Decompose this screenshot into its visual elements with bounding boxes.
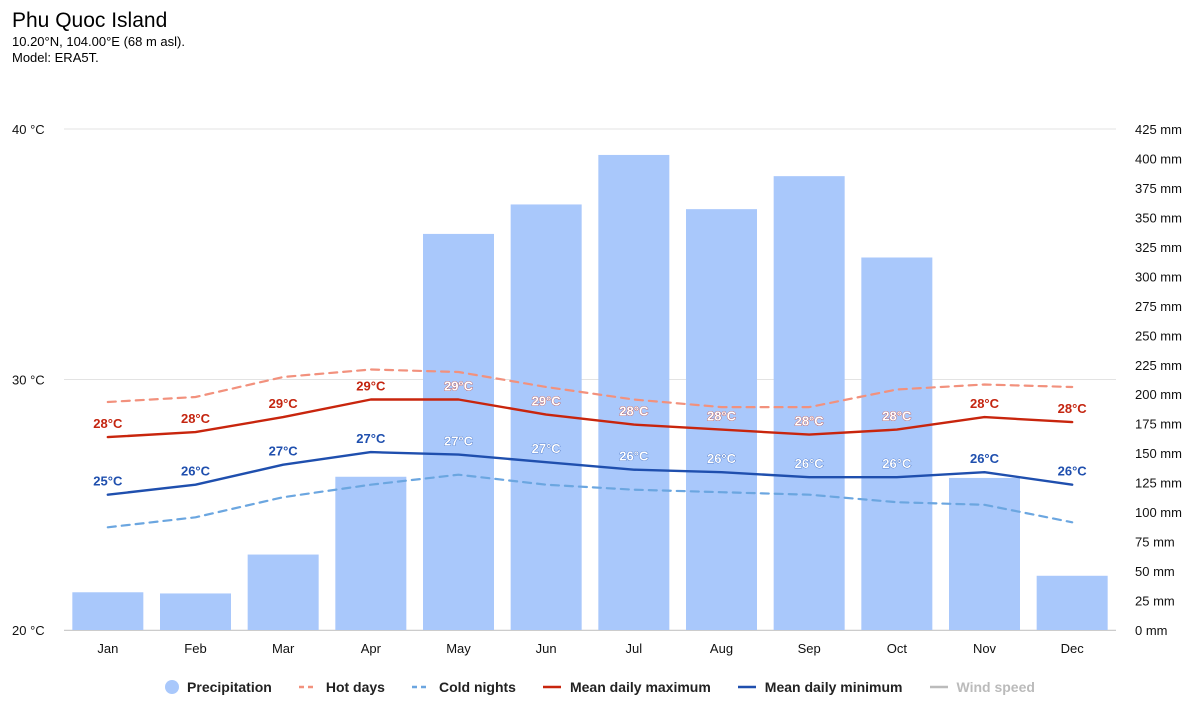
legend-symbol-icon [165, 680, 180, 694]
mean-min-data-label: 27°C [356, 431, 386, 446]
x-axis-tick-label: Sep [798, 641, 821, 656]
mean-max-data-label: 28°C [882, 409, 912, 424]
mean-max-data-label: 29°C [269, 396, 299, 411]
precipitation-bar [72, 592, 144, 630]
right-axis-tick-label: 175 mm [1135, 417, 1182, 432]
mean-min-data-label: 26°C [707, 451, 737, 466]
axes: 20 °C 30 °C 40 °C 0 mm 25 mm 50 mm 75 mm 100 mm… [12, 122, 1182, 656]
mean-max-data-label: 28°C [93, 416, 123, 431]
x-axis-tick-label: May [446, 641, 471, 656]
x-axis-tick-label: Apr [361, 641, 382, 656]
mean-max-data-label: 29°C [444, 379, 474, 394]
x-axis-tick-label: Nov [973, 641, 997, 656]
precipitation-series [72, 154, 1108, 631]
legend-symbol-icon [411, 685, 430, 689]
right-axis-tick-label: 0 mm [1135, 623, 1168, 638]
mean-daily-max-line [106, 398, 1074, 439]
right-axis-tick-label: 250 mm [1135, 328, 1182, 343]
mean-min-data-label: 26°C [970, 451, 1000, 466]
legend-item-wind[interactable]: Wind speed [929, 679, 1035, 695]
x-axis-tick-label: Mar [272, 641, 295, 656]
x-axis-tick-label: Jun [536, 641, 557, 656]
temperature-series [106, 368, 1074, 529]
legend-label: Mean daily minimum [764, 679, 903, 695]
mean-max-data-label: 28°C [619, 404, 649, 419]
mean-min-data-label: 27°C [444, 434, 474, 449]
right-axis-tick-label: 225 mm [1135, 358, 1182, 373]
mean-min-data-label: 27°C [269, 444, 299, 459]
legend-item-cold-nights[interactable]: Cold nights [411, 679, 516, 695]
data-labels: 28°C 28°C 29°C 29°C 29°C 29°C 28°C 28°C 28°C 28°C… [93, 378, 1088, 489]
mean-min-data-label: 26°C [619, 449, 649, 464]
right-axis-tick-label: 75 mm [1135, 535, 1175, 550]
precipitation-bar [423, 233, 494, 631]
right-axis-tick-label: 325 mm [1135, 240, 1182, 255]
mean-max-data-label: 28°C [181, 411, 211, 426]
right-axis-tick-label: 125 mm [1135, 476, 1182, 491]
mean-max-data-label: 29°C [356, 379, 386, 394]
left-axis-tick-label: 20 °C [12, 623, 45, 638]
x-axis-tick-label: Jan [97, 641, 118, 656]
left-axis-tick-label: 40 °C [12, 122, 45, 137]
mean-min-data-label: 25°C [93, 474, 123, 489]
legend-label: Precipitation [187, 679, 272, 695]
mean-max-data-label: 28°C [795, 414, 825, 429]
legend-label: Wind speed [956, 679, 1035, 695]
precipitation-bar [160, 593, 231, 630]
x-axis-tick-label: Dec [1061, 641, 1085, 656]
right-axis-tick-label: 350 mm [1135, 210, 1182, 225]
mean-max-data-label: 29°C [532, 394, 562, 409]
chart-coordinates: 10.20°N, 104.00°E (68 m asl). [12, 34, 185, 49]
mean-max-data-label: 28°C [707, 409, 737, 424]
x-axis-tick-label: Aug [710, 641, 733, 656]
right-axis-tick-label: 400 mm [1135, 151, 1182, 166]
right-axis-tick-label: 50 mm [1135, 564, 1175, 579]
mean-min-data-label: 26°C [181, 464, 211, 479]
right-axis-tick-label: 150 mm [1135, 446, 1182, 461]
mean-min-data-label: 26°C [882, 456, 912, 471]
precipitation-bar [949, 477, 1020, 630]
legend-item-hot-days[interactable]: Hot days [298, 679, 385, 695]
precipitation-bar [598, 154, 670, 630]
right-axis-tick-label: 200 mm [1135, 387, 1182, 402]
legend-symbol-icon [929, 685, 948, 689]
left-axis-tick-label: 30 °C [12, 373, 45, 388]
mean-max-data-label: 28°C [1058, 401, 1088, 416]
precipitation-bar [1036, 575, 1108, 630]
right-axis-tick-label: 375 mm [1135, 181, 1182, 196]
right-axis-tick-label: 275 mm [1135, 299, 1182, 314]
mean-min-data-label: 26°C [795, 456, 825, 471]
x-axis-tick-label: Jul [626, 641, 643, 656]
precipitation-bar [335, 476, 407, 630]
precipitation-bar [861, 257, 933, 630]
x-axis-tick-label: Feb [184, 641, 206, 656]
climate-chart: 28°C 28°C 29°C 29°C 29°C 29°C 28°C 28°C 28°C 28°C… [12, 122, 1182, 656]
chart-header: Phu Quoc Island 10.20°N, 104.00°E (68 m … [12, 8, 185, 66]
legend-item-precipitation[interactable]: Precipitation [165, 679, 272, 695]
mean-min-data-label: 26°C [1058, 464, 1088, 479]
precipitation-bar [686, 209, 757, 630]
hot-days-line [106, 368, 1074, 409]
legend-item-mean-max[interactable]: Mean daily maximum [542, 679, 711, 695]
chart-model: Model: ERA5T. [12, 50, 99, 65]
legend-symbol-icon [737, 685, 756, 689]
legend-symbol-icon [298, 685, 317, 689]
chart-legend: Precipitation Hot days Cold nights Mean dai… [0, 676, 1200, 698]
legend-label: Cold nights [438, 679, 516, 695]
mean-min-data-label: 27°C [532, 441, 562, 456]
mean-max-data-label: 28°C [970, 396, 1000, 411]
legend-item-mean-min[interactable]: Mean daily minimum [737, 679, 903, 695]
x-axis-tick-label: Oct [887, 641, 908, 656]
right-axis-tick-label: 300 mm [1135, 269, 1182, 284]
right-axis-tick-label: 25 mm [1135, 594, 1175, 609]
legend-label: Hot days [325, 679, 385, 695]
precipitation-bar [247, 554, 319, 630]
chart-title: Phu Quoc Island [12, 9, 168, 32]
right-axis-tick-label: 425 mm [1135, 122, 1182, 137]
mean-daily-min-line [106, 450, 1074, 496]
legend-symbol-icon [542, 685, 561, 689]
right-axis-tick-label: 100 mm [1135, 505, 1182, 520]
legend-label: Mean daily maximum [569, 679, 711, 695]
